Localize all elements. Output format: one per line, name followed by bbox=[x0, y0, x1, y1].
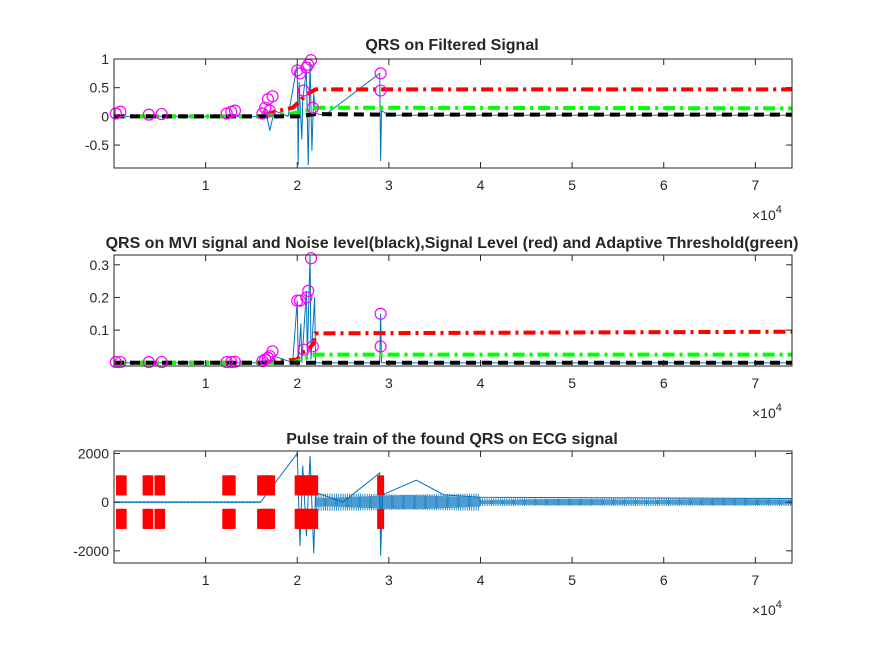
x-tick-label: 4 bbox=[477, 177, 485, 193]
qrs-marker bbox=[302, 284, 315, 298]
panel-3: Pulse train of the found QRS on ECG sign… bbox=[73, 431, 793, 618]
qrs-marker bbox=[297, 84, 310, 97]
x-tick-label: 1 bbox=[202, 177, 210, 193]
x-exponent-base: ×10 bbox=[752, 405, 776, 421]
x-tick-label: 6 bbox=[660, 177, 668, 193]
x-exponent-power: 4 bbox=[776, 402, 782, 414]
x-tick-label: 1 bbox=[202, 572, 210, 588]
qrs-marker bbox=[300, 291, 313, 304]
qrs-marker bbox=[374, 67, 387, 80]
qrs-marker bbox=[293, 294, 307, 307]
y-tick-label: 0 bbox=[101, 108, 109, 124]
qrs-marker bbox=[109, 355, 122, 369]
x-exponent-base: ×10 bbox=[752, 602, 776, 618]
x-tick-label: 5 bbox=[568, 177, 576, 193]
axes-box bbox=[113, 254, 793, 367]
x-tick-label: 5 bbox=[568, 375, 576, 391]
x-exponent-label: ×104 bbox=[752, 204, 782, 223]
x-tick-label: 7 bbox=[751, 375, 759, 391]
qrs-marker bbox=[304, 54, 318, 67]
series-signal-level-line bbox=[114, 329, 792, 365]
plot-content bbox=[114, 255, 792, 365]
series-signal-line bbox=[114, 255, 792, 364]
qrs-marker bbox=[228, 355, 242, 368]
y-tick-label: 2000 bbox=[78, 445, 109, 461]
x-tick-label: 2 bbox=[293, 375, 301, 391]
y-tick-label: -0.5 bbox=[85, 137, 109, 153]
x-tick-label: 7 bbox=[751, 177, 759, 193]
panel-1-plot-area: 1 2 3 4 5 6 7-0.500.51×104 bbox=[85, 51, 793, 223]
qrs-marker bbox=[228, 104, 242, 117]
x-tick-label: 5 bbox=[568, 572, 576, 588]
qrs-marker bbox=[304, 252, 318, 265]
y-tick-label: 1 bbox=[101, 51, 109, 67]
y-tick-label: 0.3 bbox=[90, 257, 110, 273]
panel-2: QRS on MVI signal and Noise level(black)… bbox=[90, 235, 799, 421]
series-signal-noise-band bbox=[315, 493, 792, 511]
axes-box bbox=[113, 450, 793, 564]
y-tick-label: 0.5 bbox=[90, 80, 110, 96]
series-threshold-line bbox=[114, 105, 792, 119]
qrs-marker bbox=[114, 105, 127, 118]
qrs-marker bbox=[155, 355, 168, 369]
qrs-marker bbox=[374, 84, 387, 97]
qrs-marker bbox=[306, 340, 319, 353]
x-tick-label: 1 bbox=[202, 375, 210, 391]
plot-content bbox=[114, 61, 792, 166]
qrs-marker bbox=[142, 355, 155, 369]
panel-1-title: QRS on Filtered Signal bbox=[365, 37, 538, 54]
x-tick-label: 3 bbox=[385, 572, 393, 588]
qrs-marker bbox=[155, 107, 168, 121]
y-tick-label: 0 bbox=[101, 494, 109, 510]
qrs-marker bbox=[114, 355, 127, 369]
series-signal-level-line bbox=[114, 87, 792, 119]
y-tick-label: -2000 bbox=[73, 543, 109, 559]
qrs-marker bbox=[374, 307, 387, 320]
x-exponent-power: 4 bbox=[776, 204, 782, 216]
x-exponent-label: ×104 bbox=[752, 402, 782, 421]
x-tick-label: 4 bbox=[477, 375, 485, 391]
plot-content bbox=[114, 451, 792, 556]
x-tick-label: 2 bbox=[293, 177, 301, 193]
qrs-marker bbox=[266, 345, 279, 358]
y-tick-label: 0.2 bbox=[90, 289, 110, 305]
x-tick-label: 3 bbox=[385, 177, 393, 193]
axes-box bbox=[113, 58, 793, 169]
panel-2-title: QRS on MVI signal and Noise level(black)… bbox=[106, 235, 799, 252]
panel-2-plot-area: 1 2 3 4 5 6 70.10.20.3×104 bbox=[90, 252, 793, 421]
x-exponent-label: ×104 bbox=[752, 599, 782, 618]
x-exponent-power: 4 bbox=[776, 599, 782, 611]
x-exponent-base: ×10 bbox=[752, 207, 776, 223]
x-tick-label: 7 bbox=[751, 572, 759, 588]
panel-1: QRS on Filtered Signal 1 2 3 4 5 6 7 -0.5 0 0.5 1 ×… bbox=[85, 37, 793, 223]
x-tick-label: 4 bbox=[477, 572, 485, 588]
qrs-marker bbox=[266, 90, 279, 103]
qrs-marker bbox=[261, 351, 275, 364]
y-tick-label: 0.1 bbox=[90, 322, 110, 338]
qrs-marker bbox=[263, 104, 276, 117]
qrs-marker bbox=[374, 340, 387, 353]
qrs-marker bbox=[225, 355, 238, 369]
qrs-marker bbox=[220, 355, 233, 369]
qrs-marker bbox=[256, 107, 269, 120]
x-tick-label: 6 bbox=[660, 572, 668, 588]
qrs-marker bbox=[142, 108, 155, 121]
qrs-marker bbox=[306, 101, 319, 114]
x-tick-label: 6 bbox=[660, 375, 668, 391]
panel-3-title: Pulse train of the found QRS on ECG sign… bbox=[286, 431, 618, 448]
series-noise-level-line bbox=[114, 112, 792, 119]
x-tick-label: 3 bbox=[385, 375, 393, 391]
x-tick-label: 2 bbox=[293, 572, 301, 588]
